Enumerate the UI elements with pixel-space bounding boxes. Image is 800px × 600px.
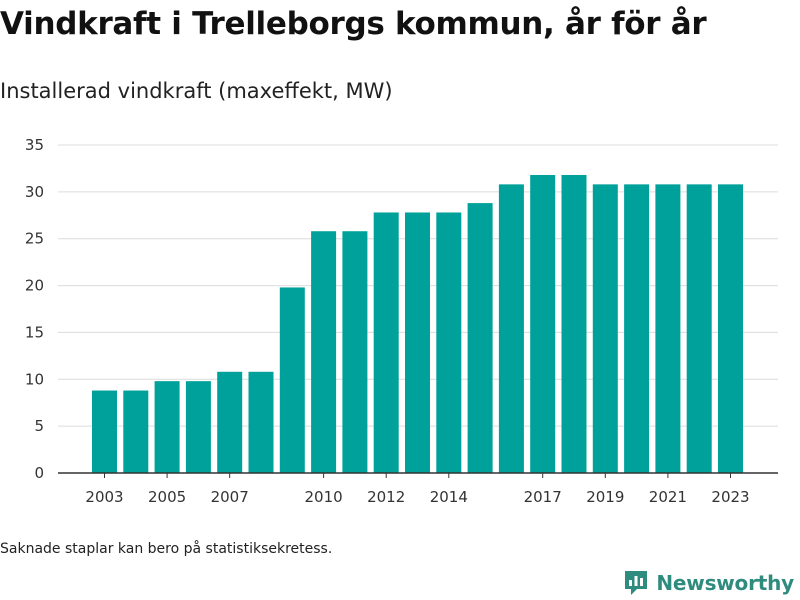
bar-2019 xyxy=(592,184,618,474)
bar-2013 xyxy=(405,212,430,473)
y-tick-label: 20 xyxy=(25,277,44,295)
x-axis-labels: 2003 2005 2007 2010 2012 2014 2017 2019 2021 2023 xyxy=(85,473,750,506)
footnote: Saknade staplar kan bero på statistiksek… xyxy=(0,541,333,557)
bar-2021 xyxy=(655,184,681,474)
chart-title: Vindkraft i Trelleborgs kommun, år för å… xyxy=(0,6,707,42)
bar-2003 xyxy=(92,390,117,473)
y-tick-label: 10 xyxy=(25,370,44,388)
bar-2005 xyxy=(154,381,180,473)
y-tick-label: 25 xyxy=(25,230,44,248)
x-tick-label: 2007 xyxy=(211,488,249,506)
y-axis-labels: 0 5 10 15 20 25 30 35 xyxy=(25,136,44,482)
y-tick-label: 5 xyxy=(34,417,44,435)
bar-2011 xyxy=(342,231,368,473)
bar-2020 xyxy=(624,184,650,474)
bar-2009 xyxy=(279,287,305,473)
brand-name: Newsworthy xyxy=(656,571,794,595)
bar-2015 xyxy=(467,203,493,474)
brand: Newsworthy xyxy=(623,569,794,597)
bar-2016 xyxy=(498,184,524,474)
bar-2008 xyxy=(248,371,274,473)
newsworthy-logo-icon xyxy=(625,571,648,595)
bars xyxy=(92,174,743,474)
x-tick-label: 2023 xyxy=(711,488,749,506)
x-tick-label: 2017 xyxy=(524,488,562,506)
x-tick-label: 2003 xyxy=(85,488,123,506)
bar-2022 xyxy=(686,184,712,474)
bar-2014 xyxy=(436,212,462,473)
bar-2006 xyxy=(185,381,211,473)
y-tick-label: 30 xyxy=(25,183,44,201)
x-tick-label: 2005 xyxy=(148,488,186,506)
x-tick-label: 2021 xyxy=(649,488,687,506)
bar-2010 xyxy=(311,231,337,473)
y-tick-label: 15 xyxy=(25,323,44,341)
y-tick-label: 0 xyxy=(34,464,44,482)
bar-2018 xyxy=(561,174,587,473)
chart-subtitle: Installerad vindkraft (maxeffekt, MW) xyxy=(0,79,393,103)
bar-2007 xyxy=(217,371,243,473)
bar-2023 xyxy=(718,184,743,474)
bar-2012 xyxy=(373,212,399,473)
x-tick-label: 2010 xyxy=(305,488,343,506)
bar-2004 xyxy=(123,390,149,473)
bar-2017 xyxy=(530,174,556,473)
x-tick-label: 2014 xyxy=(430,488,468,506)
x-tick-label: 2012 xyxy=(367,488,405,506)
y-tick-label: 35 xyxy=(25,136,44,154)
x-tick-label: 2019 xyxy=(586,488,624,506)
